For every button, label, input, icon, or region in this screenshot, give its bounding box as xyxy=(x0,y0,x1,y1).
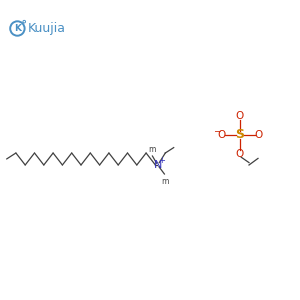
Text: O: O xyxy=(236,111,244,122)
Text: O: O xyxy=(236,148,244,159)
Text: O: O xyxy=(254,130,263,140)
Text: K: K xyxy=(14,24,21,33)
Text: Kuujia: Kuujia xyxy=(28,22,66,35)
Text: N: N xyxy=(154,160,162,170)
Text: m: m xyxy=(162,177,169,186)
Text: S: S xyxy=(236,128,244,142)
Text: −: − xyxy=(214,127,221,136)
Text: O: O xyxy=(217,130,226,140)
Text: m: m xyxy=(148,145,155,154)
Text: +: + xyxy=(159,156,165,165)
